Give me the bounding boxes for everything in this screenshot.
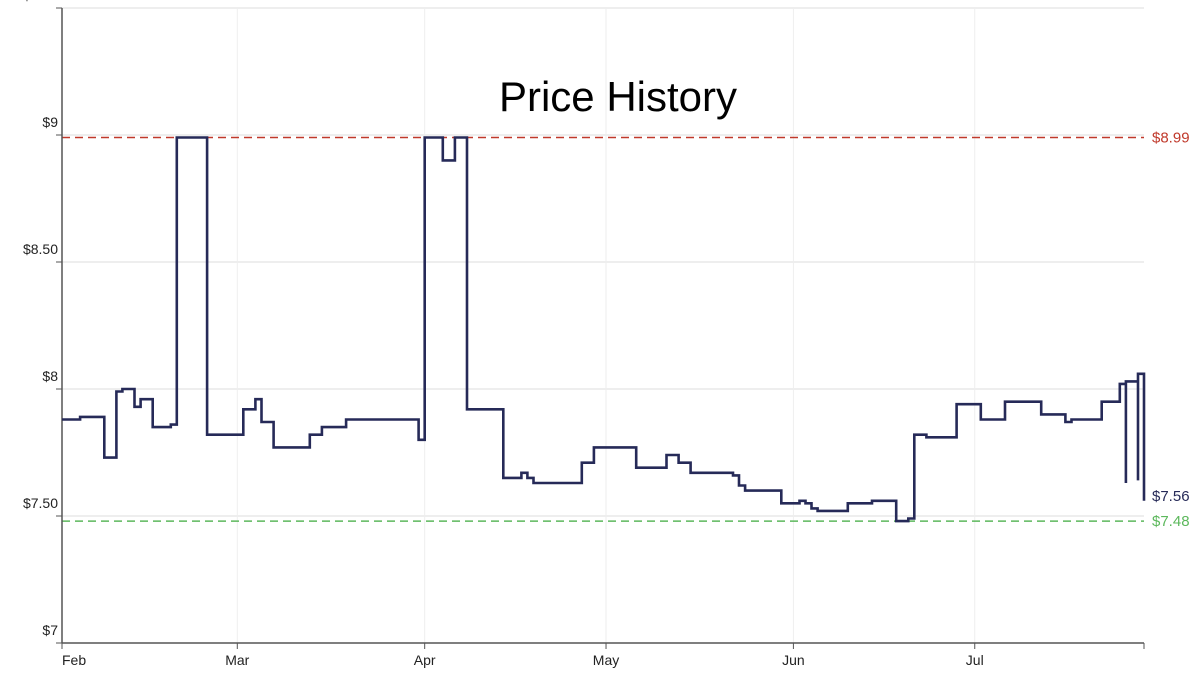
price-series-line (62, 136, 1146, 523)
labels: $7 $7.50 $8 $8.50 $9 $9.50 Feb Mar Apr May Jun Jul $… (23, 0, 1190, 668)
y-tick-label: $8 (42, 368, 58, 384)
y-tick-label: $9 (42, 114, 58, 130)
series-layer (62, 136, 1146, 523)
y-tick-label: $8.50 (23, 241, 58, 257)
chart-title: Price History (499, 73, 737, 120)
min-price-label: $7.48 (1152, 513, 1190, 530)
reference-lines (62, 136, 1144, 522)
y-tick-label: $7.50 (23, 495, 58, 511)
last-price-label: $7.56 (1152, 488, 1190, 505)
y-tick-label: $7 (42, 622, 58, 638)
x-tick-label: Jun (782, 652, 805, 668)
x-tick-label: Mar (225, 652, 249, 668)
gridlines (62, 7, 1144, 644)
x-tick-label: Jul (966, 652, 984, 668)
x-tick-label: Feb (62, 652, 86, 668)
x-tick-label: May (593, 652, 619, 668)
max-price-label: $8.99 (1152, 130, 1190, 147)
axes (56, 7, 1145, 649)
x-tick-label: Apr (414, 652, 436, 668)
y-tick-label: $9.50 (23, 0, 58, 3)
